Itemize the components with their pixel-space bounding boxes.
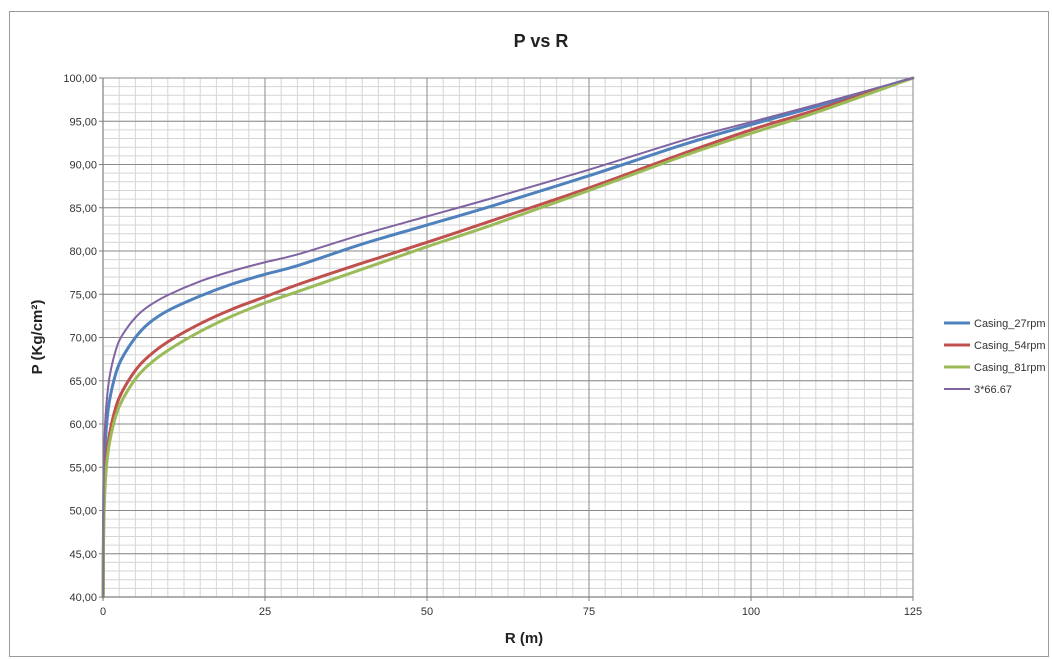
- chart-title: P vs R: [514, 31, 569, 51]
- x-tick-label: 50: [421, 606, 433, 618]
- legend-label-casing-54rpm: Casing_54rpm: [974, 340, 1046, 352]
- y-axis-title: P (Kg/cm²): [29, 300, 46, 375]
- series-lines: [101, 76, 915, 599]
- y-tick-label: 40,00: [69, 592, 97, 604]
- series-line-casing-81rpm: [101, 76, 915, 599]
- y-tick-label: 75,00: [69, 289, 97, 301]
- series-line-3-66-67: [102, 77, 914, 598]
- y-tick-label: 90,00: [69, 160, 97, 172]
- x-tick-label: 125: [904, 606, 922, 618]
- y-tick-label: 55,00: [69, 462, 97, 474]
- y-tick-label: 50,00: [69, 506, 97, 518]
- y-tick-label: 60,00: [69, 419, 97, 431]
- y-tick-label: 100,00: [63, 73, 97, 85]
- legend: Casing_27rpm Casing_54rpm Casing_81rpm 3*66…: [944, 318, 1046, 396]
- x-axis-ticks: 0 25 50 75 100 125: [100, 597, 922, 618]
- series-line-casing-27rpm: [101, 76, 915, 599]
- x-tick-label: 100: [742, 606, 760, 618]
- y-axis-ticks: 40,00 45,00 50,00 55,00 60,00 65,00 70,00 75,00…: [63, 73, 103, 604]
- y-tick-label: 70,00: [69, 333, 97, 345]
- y-tick-label: 45,00: [69, 549, 97, 561]
- legend-label-3-66-67: 3*66.67: [974, 384, 1012, 396]
- legend-label-casing-27rpm: Casing_27rpm: [974, 318, 1046, 330]
- x-tick-label: 25: [259, 606, 271, 618]
- y-tick-label: 65,00: [69, 376, 97, 388]
- y-tick-label: 80,00: [69, 246, 97, 258]
- x-axis-title: R (m): [505, 630, 543, 647]
- y-tick-label: 85,00: [69, 203, 97, 215]
- y-tick-label: 95,00: [69, 116, 97, 128]
- x-tick-label: 0: [100, 606, 106, 618]
- plot-area: [101, 76, 915, 599]
- legend-label-casing-81rpm: Casing_81rpm: [974, 362, 1046, 374]
- x-tick-label: 75: [583, 606, 595, 618]
